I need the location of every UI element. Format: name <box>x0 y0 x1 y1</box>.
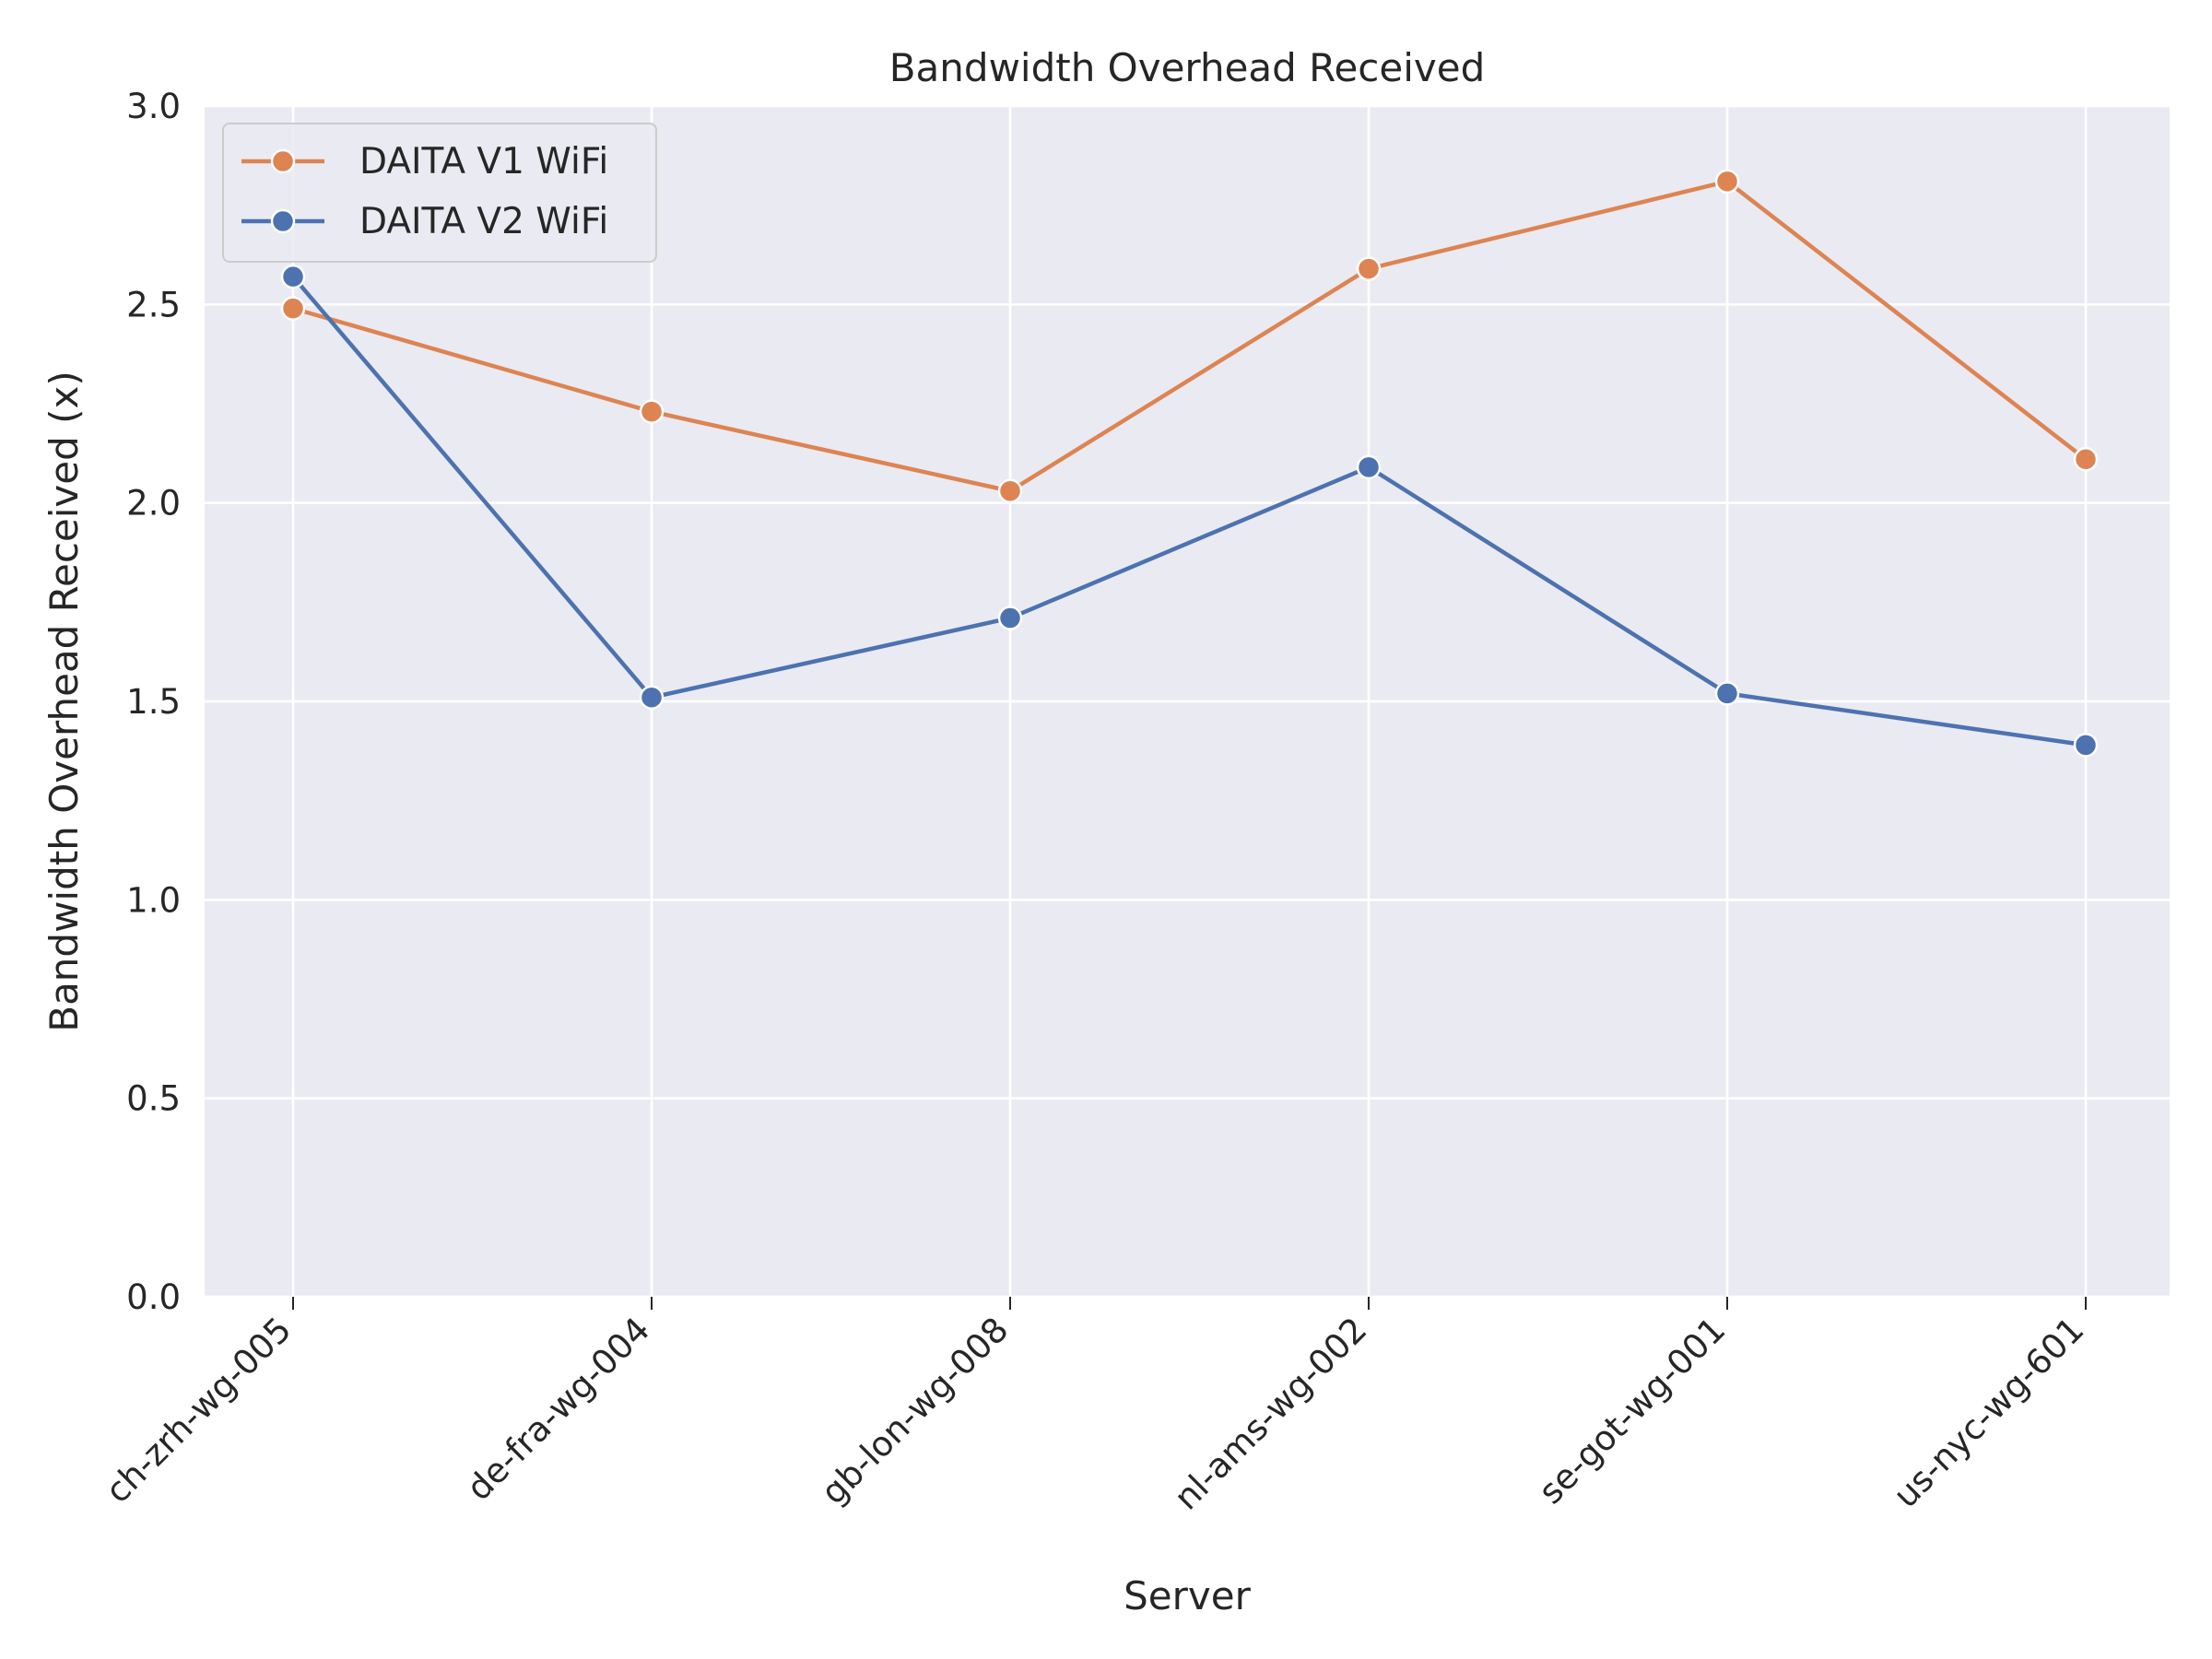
data-point <box>639 685 665 710</box>
data-point <box>2073 733 2099 758</box>
y-tick-label: 1.5 <box>126 682 181 722</box>
y-axis-label: Bandwidth Overhead Received (x) <box>41 371 87 1032</box>
series-layer <box>280 169 2099 758</box>
chart-title: Bandwidth Overhead Received <box>889 45 1486 90</box>
y-tick-label: 1.0 <box>126 880 181 920</box>
data-point <box>280 264 306 289</box>
series-line <box>290 274 2088 747</box>
legend: DAITA V1 WiFi DAITA V2 WiFi <box>222 123 657 263</box>
x-axis-label: Server <box>1124 1573 1251 1618</box>
data-point <box>1714 169 1740 194</box>
data-point <box>1356 256 1382 281</box>
y-tick-label: 3.0 <box>126 87 181 126</box>
data-point <box>2073 447 2099 472</box>
legend-label: DAITA V1 WiFi <box>359 141 608 182</box>
data-point <box>997 478 1023 503</box>
y-tick-label: 0.0 <box>126 1277 181 1317</box>
data-point <box>280 296 306 321</box>
legend-box <box>222 123 657 263</box>
y-tick-label: 0.5 <box>126 1079 181 1119</box>
y-tick-label: 2.5 <box>126 285 181 324</box>
legend-marker <box>270 208 296 234</box>
data-point <box>1356 454 1382 480</box>
y-axis-ticks: 0.0 0.5 1.0 1.5 2.0 2.5 3.0 <box>126 87 181 1317</box>
data-point <box>639 399 665 424</box>
series-2 <box>280 264 2099 758</box>
data-point <box>1714 681 1740 706</box>
series-1 <box>280 169 2099 503</box>
y-tick-label: 2.0 <box>126 484 181 524</box>
legend-label: DAITA V2 WiFi <box>359 201 608 242</box>
legend-marker <box>270 148 296 174</box>
series-line <box>290 179 2088 493</box>
data-point <box>997 606 1023 630</box>
